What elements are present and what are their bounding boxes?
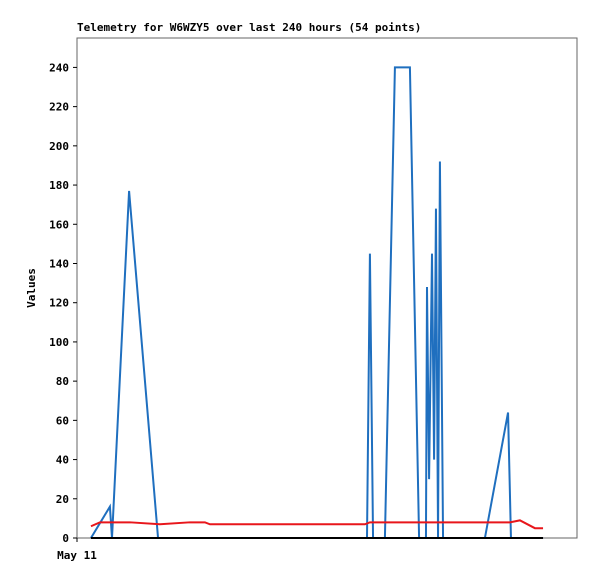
y-tick-label: 220 [49,101,69,114]
y-tick-label: 20 [56,493,69,506]
y-axis-label: Values [25,268,38,308]
plot-area [76,37,578,539]
y-tick-label: 60 [56,414,69,427]
y-tick-label: 40 [56,454,69,467]
y-tick-label: 0 [62,532,69,545]
y-tick-label: 120 [49,297,69,310]
chart-title: Telemetry for W6WZY5 over last 240 hours… [77,21,421,34]
y-tick-label: 160 [49,218,69,231]
y-tick-label: 140 [49,257,69,270]
x-tick-label: May 11 [57,549,97,562]
y-tick-label: 200 [49,140,69,153]
y-tick-label: 240 [49,61,69,74]
y-tick-label: 80 [56,375,69,388]
y-tick-label: 100 [49,336,69,349]
series-line [90,519,544,530]
y-tick-label: 180 [49,179,69,192]
